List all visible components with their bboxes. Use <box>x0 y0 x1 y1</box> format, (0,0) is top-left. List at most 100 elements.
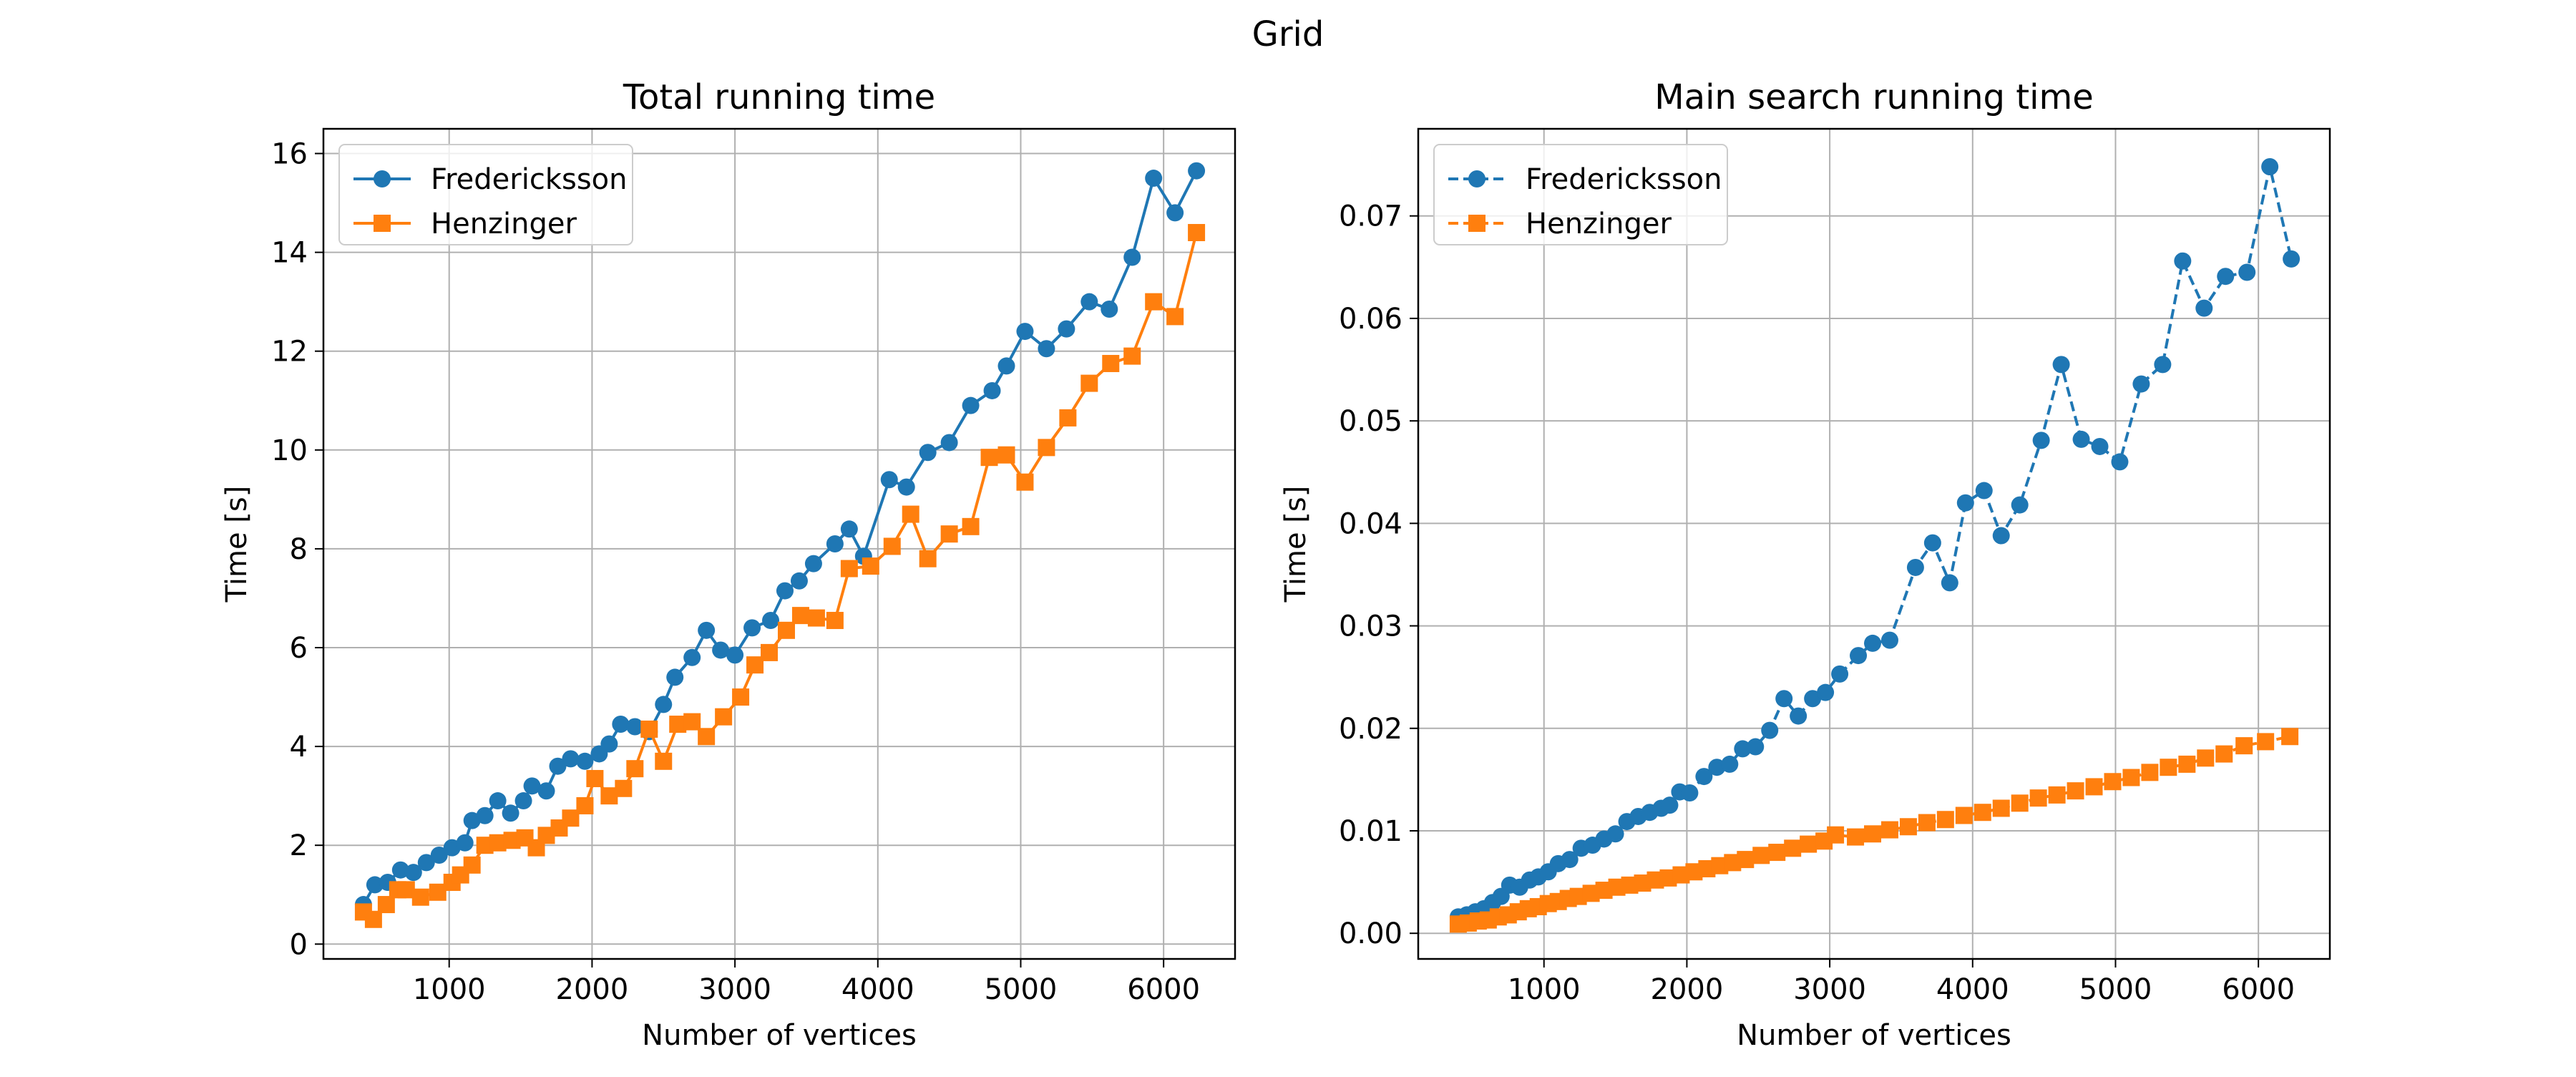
data-point-fredericksson <box>2283 250 2301 268</box>
data-point-fredericksson <box>2052 356 2070 374</box>
data-point-henzinger <box>1123 347 1141 365</box>
data-point-fredericksson <box>1145 170 1163 187</box>
data-point-fredericksson <box>1747 738 1765 756</box>
data-point-fredericksson <box>1708 759 1726 776</box>
y-tick-label: 0.01 <box>1339 815 1402 848</box>
data-point-fredericksson <box>1016 323 1034 341</box>
legend-label: Fredericksson <box>1526 163 1722 196</box>
data-point-fredericksson <box>1080 293 1098 311</box>
data-point-fredericksson <box>880 471 898 489</box>
x-tick-label: 5000 <box>2079 973 2152 1006</box>
x-axis-label: Number of vertices <box>1737 1019 2011 1052</box>
x-tick-label: 6000 <box>1127 973 1200 1006</box>
data-point-fredericksson <box>2195 299 2213 317</box>
data-point-henzinger <box>715 708 733 726</box>
data-point-henzinger <box>576 796 594 814</box>
data-point-fredericksson <box>626 718 644 736</box>
x-tick-label: 4000 <box>841 973 914 1006</box>
data-point-fredericksson <box>404 864 422 882</box>
legend: Fredericksson Henzinger <box>338 144 633 245</box>
legend-marker-henzinger <box>374 215 391 232</box>
data-point-henzinger <box>962 517 980 535</box>
data-point-fredericksson <box>562 750 580 768</box>
data-point-fredericksson <box>1941 574 1958 592</box>
data-point-fredericksson <box>489 792 507 810</box>
axes-frame <box>322 127 1236 960</box>
data-point-henzinger <box>807 609 825 627</box>
y-tick-label: 0 <box>290 928 308 961</box>
data-point-fredericksson <box>1188 162 1206 180</box>
data-point-fredericksson <box>1831 665 1849 683</box>
x-tick-label: 1000 <box>1508 973 1581 1006</box>
y-tick-label: 0.03 <box>1339 610 1402 643</box>
x-tick-label: 6000 <box>2222 973 2295 1006</box>
legend-box <box>1433 144 1728 245</box>
figure-title: Grid <box>1252 14 1324 54</box>
data-point-fredericksson <box>826 535 844 552</box>
data-point-henzinger <box>1827 826 1845 844</box>
data-point-fredericksson <box>666 668 684 686</box>
data-point-henzinger <box>902 505 919 523</box>
y-tick-label: 16 <box>271 138 308 171</box>
data-point-fredericksson <box>1923 534 1941 552</box>
data-point-fredericksson <box>1038 340 1055 358</box>
legend-label: Henzinger <box>1526 208 1672 240</box>
legend-marker-fredericksson <box>1468 170 1485 187</box>
y-tick-label: 0.07 <box>1339 200 1402 233</box>
y-tick-label: 6 <box>290 632 308 665</box>
data-point-fredericksson <box>417 854 435 872</box>
x-tick-label: 4000 <box>1936 973 2009 1006</box>
data-point-henzinger <box>1737 851 1755 869</box>
data-point-fredericksson <box>612 716 630 734</box>
data-point-fredericksson <box>1734 740 1752 758</box>
data-point-henzinger <box>1918 814 1936 832</box>
data-point-henzinger <box>997 446 1015 464</box>
data-point-henzinger <box>698 728 716 746</box>
data-point-fredericksson <box>456 834 474 852</box>
legend-marker-henzinger <box>1468 215 1485 232</box>
x-tick-label: 3000 <box>698 973 771 1006</box>
data-point-fredericksson <box>2072 430 2090 448</box>
data-point-fredericksson <box>743 619 761 637</box>
data-point-fredericksson <box>1880 631 1898 649</box>
data-point-henzinger <box>2178 755 2196 773</box>
data-point-henzinger <box>826 612 844 630</box>
legend-box <box>338 144 633 245</box>
data-point-fredericksson <box>2132 375 2150 393</box>
data-point-fredericksson <box>1864 634 1882 652</box>
data-point-henzinger <box>1102 354 1120 372</box>
data-point-fredericksson <box>1804 690 1822 708</box>
y-tick-label: 12 <box>271 336 308 369</box>
x-axis-label: Number of vertices <box>642 1019 917 1052</box>
data-point-henzinger <box>980 449 998 467</box>
data-point-henzinger <box>2029 789 2047 807</box>
legend: Fredericksson Henzinger <box>1433 144 1728 245</box>
axes-title: Main search running time <box>1654 77 2093 117</box>
data-point-fredericksson <box>1790 707 1807 725</box>
data-point-fredericksson <box>1761 721 1779 739</box>
y-axis-label: Time [s] <box>220 486 253 603</box>
data-point-henzinger <box>640 720 658 738</box>
x-tick-label: 1000 <box>413 973 486 1006</box>
data-point-henzinger <box>1992 799 2010 817</box>
y-axis-label: Time [s] <box>1279 486 1312 603</box>
data-point-fredericksson <box>698 621 716 639</box>
data-point-henzinger <box>626 760 644 778</box>
data-point-fredericksson <box>897 478 915 496</box>
data-point-henzinger <box>1080 374 1098 392</box>
data-point-fredericksson <box>2174 252 2192 270</box>
data-point-henzinger <box>862 557 879 575</box>
data-point-henzinger <box>791 607 809 625</box>
data-point-henzinger <box>655 752 673 770</box>
axes-total-running-time: 1000 2000 3000 4000 5000 6000 0 2 4 6 8 10 12 14 16 Tot… <box>220 77 1236 1052</box>
data-point-henzinger <box>1752 847 1770 864</box>
data-point-henzinger <box>2197 749 2215 767</box>
data-point-fredericksson <box>726 646 744 664</box>
data-point-fredericksson <box>2261 157 2279 175</box>
data-point-fredericksson <box>2011 496 2029 514</box>
data-point-henzinger <box>411 888 429 906</box>
data-point-henzinger <box>2104 773 2122 791</box>
data-point-fredericksson <box>983 381 1001 399</box>
